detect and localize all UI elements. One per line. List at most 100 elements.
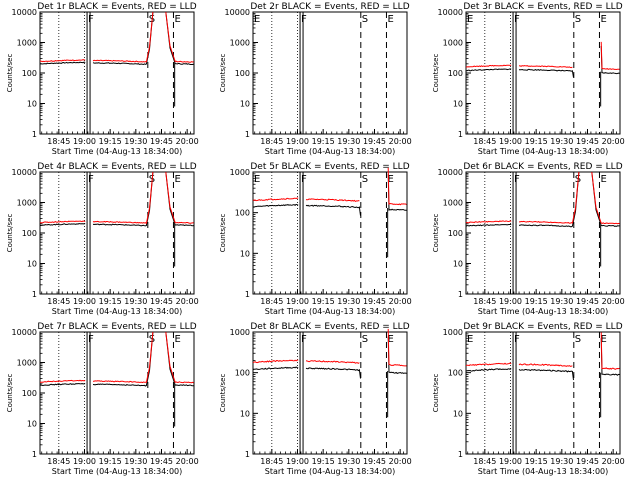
x-tick-label: 19:15 xyxy=(99,137,122,146)
y-axis-label: Counts/sec xyxy=(432,214,440,253)
series-lld-line xyxy=(305,360,360,364)
detector-panel-6: Det 6r BLACK = Events, RED = LLD 1 10 100 10… xyxy=(432,162,625,316)
plot-frame xyxy=(39,331,195,455)
y-tick-label: 1000 xyxy=(17,39,37,48)
marker-label-edge: E xyxy=(467,334,473,345)
x-tick-label: 19:45 xyxy=(363,457,386,466)
x-tick-label: 19:45 xyxy=(576,297,599,306)
series-events-line xyxy=(252,366,299,371)
series-lld-line xyxy=(465,362,512,367)
y-tick-label: 1000 xyxy=(17,199,37,208)
y-tick-label: 1000 xyxy=(443,328,463,337)
y-tick-label: 100 xyxy=(22,69,37,78)
marker-label-s: S xyxy=(362,14,368,25)
series-lld-line xyxy=(40,379,86,383)
x-axis-label: Start Time (04-Aug-13 18:34:00) xyxy=(52,147,183,156)
x-tick-label: 19:00 xyxy=(499,297,522,306)
y-tick-label: 100 xyxy=(448,369,463,378)
x-tick-label: 20:00 xyxy=(389,137,412,146)
y-tick-label: 1000 xyxy=(443,199,463,208)
series-lld-line xyxy=(600,332,620,370)
y-tick-label: 100 xyxy=(235,69,250,78)
x-tick-label: 19:00 xyxy=(286,137,309,146)
y-tick-label: 1000 xyxy=(230,328,250,337)
series-lld-line xyxy=(92,11,154,63)
x-tick-label: 18:45 xyxy=(47,137,70,146)
detector-panel-7: Det 7r BLACK = Events, RED = LLD 1 10 100 10… xyxy=(6,322,199,476)
marker-label-f: F xyxy=(514,14,520,25)
series-lld-line xyxy=(600,41,620,71)
x-tick-label: 20:00 xyxy=(602,457,625,466)
marker-label-f: F xyxy=(301,174,307,185)
y-tick-label: 10 xyxy=(240,249,250,258)
marker-label-s: S xyxy=(362,174,368,185)
x-axis-label: Start Time (04-Aug-13 18:34:00) xyxy=(478,467,609,476)
marker-label-f: F xyxy=(301,334,307,345)
y-axis-label: Counts/sec xyxy=(219,54,227,93)
y-tick-label: 1000 xyxy=(230,39,250,48)
series-lld-line xyxy=(39,220,86,224)
x-tick-label: 18:45 xyxy=(260,297,283,306)
x-tick-label: 19:15 xyxy=(99,297,122,306)
x-tick-label: 19:30 xyxy=(550,297,573,306)
y-tick-label: 10 xyxy=(240,100,250,109)
x-tick-label: 19:30 xyxy=(337,457,360,466)
series-events-line xyxy=(387,173,407,211)
y-axis-label: Counts/sec xyxy=(432,374,440,413)
x-tick-label: 19:15 xyxy=(312,137,335,146)
marker-label-s: S xyxy=(362,334,368,345)
series-events-line xyxy=(305,367,361,379)
y-tick-label: 100 xyxy=(235,209,250,218)
y-axis-label: Counts/sec xyxy=(6,214,14,253)
y-tick-label: 100 xyxy=(22,229,37,238)
series-events-line xyxy=(305,204,361,216)
x-tick-label: 19:30 xyxy=(550,457,573,466)
marker-label-edge: E xyxy=(254,174,260,185)
y-tick-label: 10000 xyxy=(12,168,37,177)
series-events-line xyxy=(519,68,574,78)
series-events-line xyxy=(591,171,620,227)
series-events-line xyxy=(465,223,512,227)
y-tick-label: 1000 xyxy=(443,39,463,48)
x-tick-label: 18:45 xyxy=(47,457,70,466)
x-tick-label: 19:45 xyxy=(363,297,386,306)
series-events-line xyxy=(465,368,512,372)
y-tick-label: 1 xyxy=(458,450,463,459)
x-tick-label: 19:15 xyxy=(312,457,335,466)
marker-label-s: S xyxy=(575,14,581,25)
marker-label-e: E xyxy=(387,14,393,25)
y-tick-label: 10 xyxy=(27,420,37,429)
series-lld-line xyxy=(165,331,194,384)
y-tick-label: 1 xyxy=(32,290,37,299)
marker-label-f: F xyxy=(88,174,94,185)
y-axis-label: Counts/sec xyxy=(6,54,14,93)
series-events-line xyxy=(92,11,154,66)
series-lld-line xyxy=(465,64,512,68)
x-axis-label: Start Time (04-Aug-13 18:34:00) xyxy=(265,307,396,316)
y-tick-label: 10 xyxy=(453,100,463,109)
x-tick-label: 19:00 xyxy=(73,137,96,146)
marker-label-e: E xyxy=(174,14,180,25)
series-events-line xyxy=(39,382,86,387)
x-tick-label: 18:45 xyxy=(473,297,496,306)
y-tick-label: 1 xyxy=(458,130,463,139)
x-tick-label: 20:00 xyxy=(389,297,412,306)
plot-frame xyxy=(465,331,621,455)
x-tick-label: 19:30 xyxy=(337,137,360,146)
y-tick-label: 10 xyxy=(27,260,37,269)
marker-label-f: F xyxy=(514,174,520,185)
x-tick-label: 20:00 xyxy=(176,137,199,146)
series-lld-line xyxy=(387,167,407,206)
panel-title: Det 2r BLACK = Events, RED = LLD xyxy=(250,2,409,12)
marker-label-e: E xyxy=(600,14,606,25)
detector-panel-9: Det 9r BLACK = Events, RED = LLD 1 10 100 10… xyxy=(432,322,625,476)
series-lld-line xyxy=(518,363,573,367)
x-axis-label: Start Time (04-Aug-13 18:34:00) xyxy=(265,467,396,476)
marker-label-edge: E xyxy=(254,14,260,25)
series-lld-line xyxy=(519,171,580,224)
plot-frame xyxy=(39,171,195,295)
detector-panel-8: Det 8r BLACK = Events, RED = LLD 1 10 100 10… xyxy=(219,322,412,476)
x-tick-label: 19:00 xyxy=(499,457,522,466)
series-events-line xyxy=(600,338,620,376)
x-tick-label: 20:00 xyxy=(602,297,625,306)
